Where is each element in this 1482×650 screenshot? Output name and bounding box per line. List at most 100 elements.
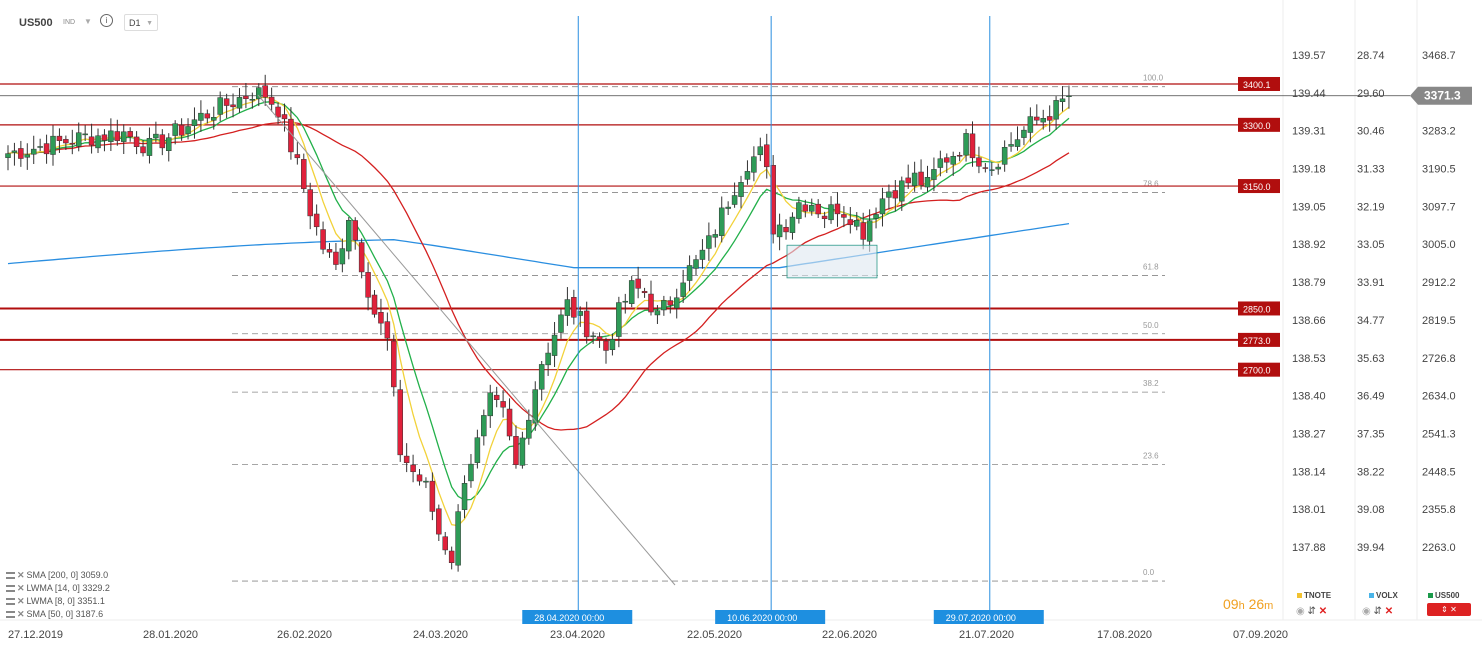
candle-body bbox=[172, 123, 178, 136]
candle-body bbox=[133, 136, 140, 147]
scale-tick-label: 138.92 bbox=[1292, 239, 1326, 251]
indicator-row[interactable]: ✕ SMA [200, 0] 3059.0 bbox=[6, 569, 110, 582]
scale-tick-label: 3190.5 bbox=[1422, 164, 1456, 176]
candle-body bbox=[1014, 139, 1021, 147]
indicator-row[interactable]: ✕ LWMA [8, 0] 3351.1 bbox=[6, 595, 110, 608]
candle-body bbox=[699, 249, 706, 260]
menu-icon[interactable] bbox=[6, 572, 15, 580]
candle-body bbox=[185, 126, 191, 135]
exchange-tag: IND bbox=[63, 19, 76, 26]
candle-body bbox=[493, 394, 500, 400]
candle-body bbox=[108, 130, 114, 142]
candle-body bbox=[481, 415, 487, 437]
instrument-controls: ◉ ⇵ ✕ bbox=[1296, 606, 1327, 617]
candle-body bbox=[950, 156, 956, 165]
candle-body bbox=[757, 146, 764, 156]
candle-body bbox=[796, 202, 802, 219]
candle-body bbox=[275, 106, 281, 118]
close-icon[interactable]: ✕ bbox=[1384, 606, 1394, 617]
candle-body bbox=[956, 154, 963, 157]
candle-body bbox=[82, 133, 88, 136]
indicator-label: SMA [200, 0] 3059.0 bbox=[26, 570, 109, 580]
scale-tick-label: 2726.8 bbox=[1422, 353, 1456, 365]
candlesticks bbox=[5, 74, 1072, 572]
date-axis-label: 21.07.2020 bbox=[959, 629, 1014, 641]
candle-body bbox=[1001, 147, 1008, 165]
candle-body bbox=[474, 437, 481, 463]
instrument-controls: ◉ ⇵ ✕ bbox=[1362, 606, 1393, 617]
menu-icon[interactable] bbox=[6, 585, 15, 593]
timer-m-unit: m bbox=[1264, 600, 1274, 612]
candle-body bbox=[288, 118, 294, 153]
candle-body bbox=[140, 146, 146, 154]
scale-tick-label: 28.74 bbox=[1357, 50, 1385, 62]
scale-tick-label: 3005.0 bbox=[1422, 239, 1456, 251]
candle-body bbox=[63, 139, 69, 144]
candle-body bbox=[918, 171, 924, 186]
menu-icon[interactable] bbox=[6, 598, 15, 606]
indicator-row[interactable]: ✕ LWMA [14, 0] 3329.2 bbox=[6, 582, 110, 595]
close-icon[interactable]: ✕ bbox=[17, 596, 25, 606]
close-icon[interactable]: ✕ bbox=[17, 583, 25, 593]
instrument-label: VOLX bbox=[1376, 591, 1398, 600]
candle-body bbox=[558, 314, 564, 333]
candle-body bbox=[448, 550, 455, 564]
scale-tick-label: 139.57 bbox=[1292, 50, 1326, 62]
close-icon[interactable]: ✕ bbox=[17, 609, 25, 619]
candle-body bbox=[937, 158, 944, 168]
candle-body bbox=[281, 114, 288, 120]
candle-body bbox=[120, 131, 127, 142]
eye-icon[interactable]: ◉ bbox=[1296, 606, 1305, 617]
eye-icon[interactable]: ◉ bbox=[1362, 606, 1371, 617]
timeframe-select[interactable]: D1 ▼ bbox=[124, 14, 158, 31]
menu-icon[interactable] bbox=[6, 611, 15, 619]
scale-tick-label: 37.35 bbox=[1357, 428, 1385, 440]
scale-tick-label: 31.33 bbox=[1357, 164, 1385, 176]
sort-icon[interactable]: ⇵ bbox=[1373, 606, 1382, 617]
indicator-row[interactable]: ✕ SMA [50, 0] 3187.6 bbox=[6, 608, 110, 621]
scale-tick-label: 2912.2 bbox=[1422, 277, 1456, 289]
fib-level-label: 78.6 bbox=[1143, 180, 1159, 189]
level-price-label: 2850.0 bbox=[1243, 304, 1271, 314]
candle-body bbox=[468, 463, 474, 482]
session-timer: 09h 26m bbox=[1223, 596, 1273, 612]
candle-body bbox=[436, 508, 442, 535]
candle-body bbox=[268, 96, 275, 105]
candle-body bbox=[127, 131, 133, 138]
date-axis-label: 26.02.2020 bbox=[277, 629, 332, 641]
symbol-name[interactable]: US500 bbox=[19, 17, 53, 29]
candle-body bbox=[841, 214, 847, 218]
info-icon[interactable]: i bbox=[100, 14, 113, 27]
us500-settings-button[interactable]: ⇕ ✕ bbox=[1427, 603, 1471, 616]
fib-level-label: 38.2 bbox=[1143, 379, 1159, 388]
candle-body bbox=[513, 436, 519, 465]
symbol-dropdown-icon[interactable]: ▼ bbox=[84, 17, 92, 26]
close-icon[interactable]: ✕ bbox=[17, 570, 25, 580]
candle-body bbox=[931, 169, 937, 180]
candle-body bbox=[333, 251, 339, 265]
fib-level-label: 0.0 bbox=[1143, 568, 1155, 577]
level-price-label: 3400.1 bbox=[1243, 80, 1271, 90]
fib-level-label: 23.6 bbox=[1143, 451, 1159, 460]
timer-minutes: 26 bbox=[1248, 596, 1265, 612]
scale-tick-label: 32.19 bbox=[1357, 201, 1385, 213]
timer-hours: 09 bbox=[1223, 596, 1239, 612]
instrument-us500[interactable]: US500 bbox=[1428, 591, 1459, 600]
candle-body bbox=[114, 131, 121, 141]
candle-body bbox=[686, 265, 693, 281]
sort-icon[interactable]: ⇵ bbox=[1307, 606, 1316, 617]
scale-tick-label: 138.66 bbox=[1292, 315, 1326, 327]
scale-tick-label: 34.77 bbox=[1357, 315, 1385, 327]
trendline bbox=[257, 94, 676, 586]
scale-tick-label: 39.08 bbox=[1357, 504, 1385, 516]
candle-body bbox=[1066, 95, 1072, 97]
instrument-tnote[interactable]: TNOTE bbox=[1297, 591, 1331, 600]
scale-tick-label: 2448.5 bbox=[1422, 466, 1456, 478]
candle-body bbox=[628, 280, 635, 304]
close-icon[interactable]: ✕ bbox=[1318, 606, 1328, 617]
marker-date-label: 29.07.2020 00:00 bbox=[946, 613, 1016, 623]
candle-body bbox=[995, 166, 1001, 170]
instrument-volx[interactable]: VOLX bbox=[1369, 591, 1398, 600]
fib-level-label: 100.0 bbox=[1143, 74, 1164, 83]
